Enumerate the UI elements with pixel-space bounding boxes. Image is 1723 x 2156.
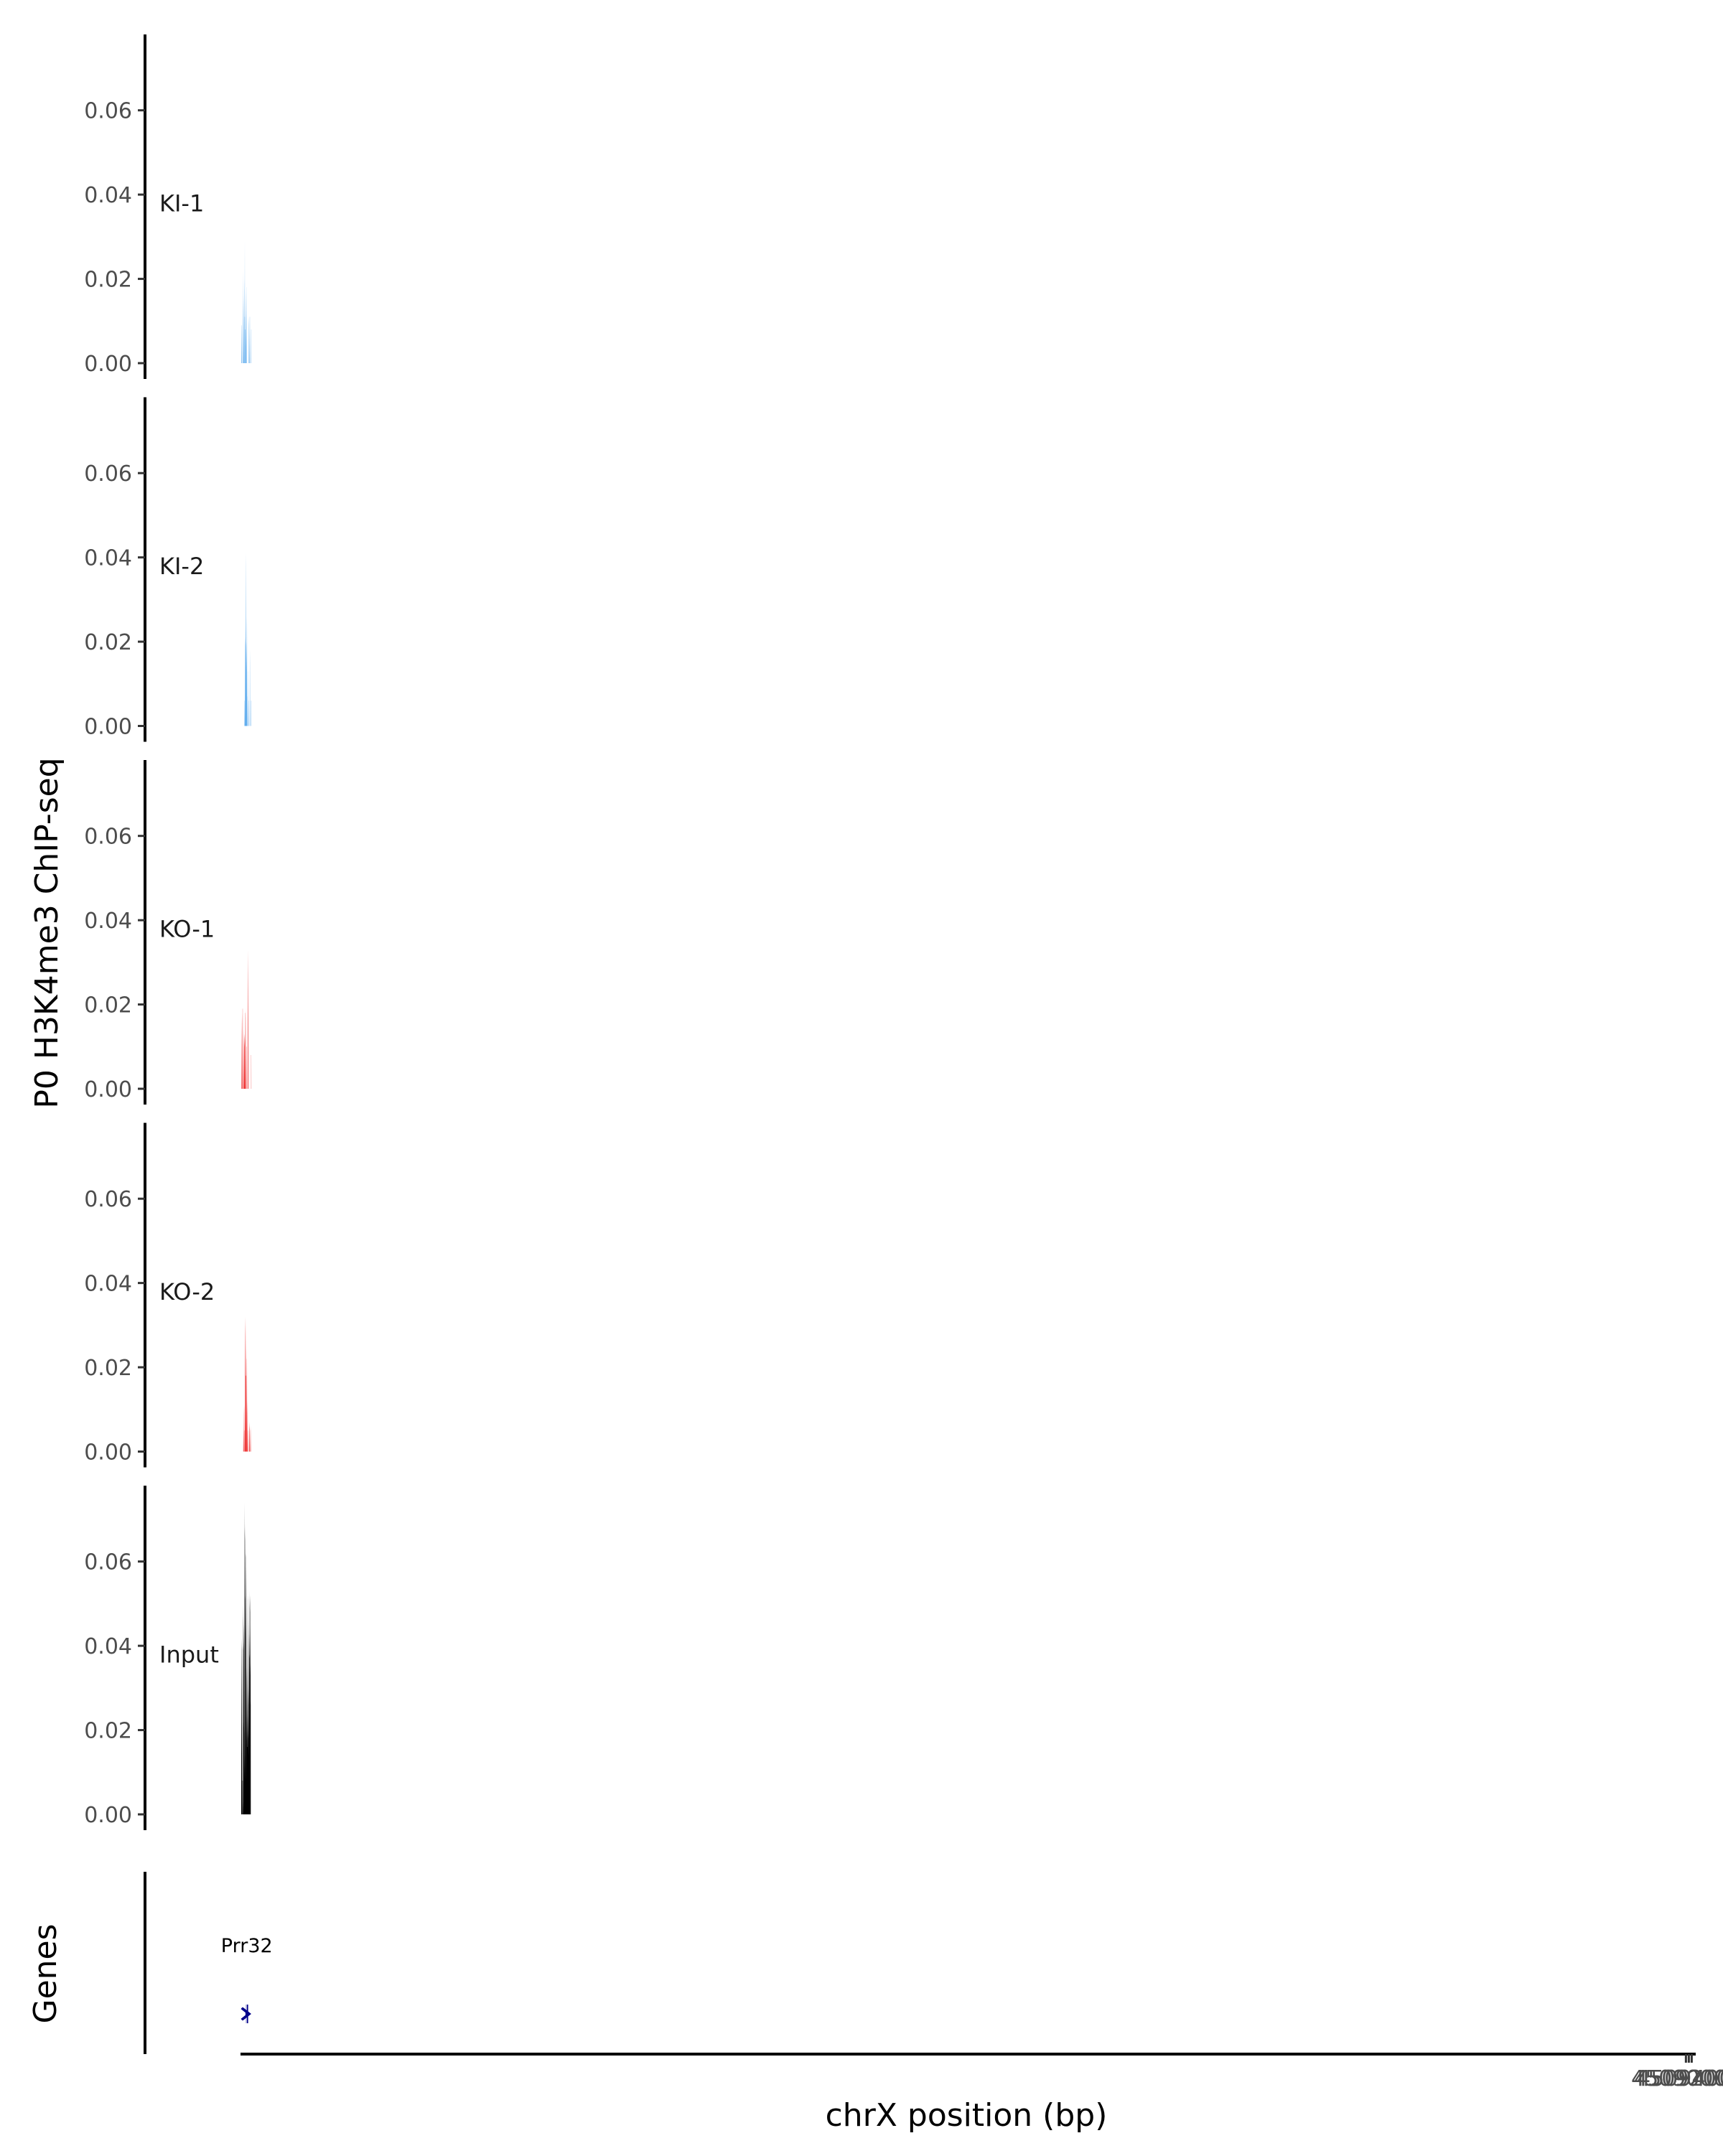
track-label-ki-1: KI-1 [159, 190, 204, 217]
y-tick-label-ki-1: 0.04 [84, 183, 132, 208]
tracks: 0.00 0.02 0.04 0.06 KI-1 0.00 0.02 0.04 0.06 KI-2… [84, 34, 251, 1830]
y-tick-label-input: 0.04 [84, 1634, 132, 1659]
y-tick-label-ko-1: 0.00 [84, 1077, 132, 1102]
y-axis-title: P0 H3K4me3 ChIP-seq [29, 757, 65, 1108]
x-axis: 450900004509200045094000 [241, 2054, 1723, 2091]
y-tick-label-ko-1: 0.06 [84, 825, 132, 850]
gene-label: Prr32 [221, 1935, 273, 1957]
gene-panel: Prr32 [145, 1872, 273, 2054]
track-label-ki-2: KI-2 [159, 553, 204, 580]
track-label-ko-2: KO-2 [159, 1278, 215, 1306]
y-tick-label-ki-1: 0.00 [84, 352, 132, 377]
y-tick-label-ko-2: 0.06 [84, 1187, 132, 1212]
y-tick-label-input: 0.06 [84, 1550, 132, 1575]
track-label-input: Input [159, 1641, 219, 1669]
signal-area-ki-2 [244, 553, 251, 726]
track-input: 0.00 0.02 0.04 0.06 Input [84, 1486, 251, 1830]
y-tick-label-ko-1: 0.04 [84, 909, 132, 934]
signal-area-ko-2 [243, 1317, 251, 1452]
signal-area-ki-1 [241, 241, 251, 363]
signal-area-input [241, 1503, 251, 1815]
y-tick-label-ki-1: 0.02 [84, 268, 132, 293]
y-tick-label-ko-2: 0.02 [84, 1356, 132, 1381]
track-ko-1: 0.00 0.02 0.04 0.06 KO-1 [84, 760, 251, 1105]
y-tick-label-input: 0.02 [84, 1719, 132, 1744]
track-ki-1: 0.00 0.02 0.04 0.06 KI-1 [84, 34, 251, 379]
y-tick-label-ki-2: 0.06 [84, 461, 132, 487]
track-ko-2: 0.00 0.02 0.04 0.06 KO-2 [84, 1123, 251, 1468]
y-tick-label-ki-1: 0.06 [84, 99, 132, 124]
y-tick-label-ko-2: 0.04 [84, 1272, 132, 1297]
track-ki-2: 0.00 0.02 0.04 0.06 KI-2 [84, 398, 251, 742]
x-axis-title: chrX position (bp) [826, 2097, 1108, 2134]
y-tick-label-input: 0.00 [84, 1803, 132, 1828]
y-tick-label-ki-2: 0.02 [84, 630, 132, 655]
signal-area-ko-1 [241, 950, 251, 1089]
track-label-ko-1: KO-1 [159, 916, 215, 943]
y-tick-label-ko-2: 0.00 [84, 1440, 132, 1466]
x-tick-label: 45094000 [1637, 2066, 1723, 2091]
genes-axis-title: Genes [27, 1923, 64, 2023]
y-tick-label-ki-2: 0.00 [84, 715, 132, 740]
y-tick-label-ko-1: 0.02 [84, 993, 132, 1018]
y-tick-label-ki-2: 0.04 [84, 546, 132, 571]
